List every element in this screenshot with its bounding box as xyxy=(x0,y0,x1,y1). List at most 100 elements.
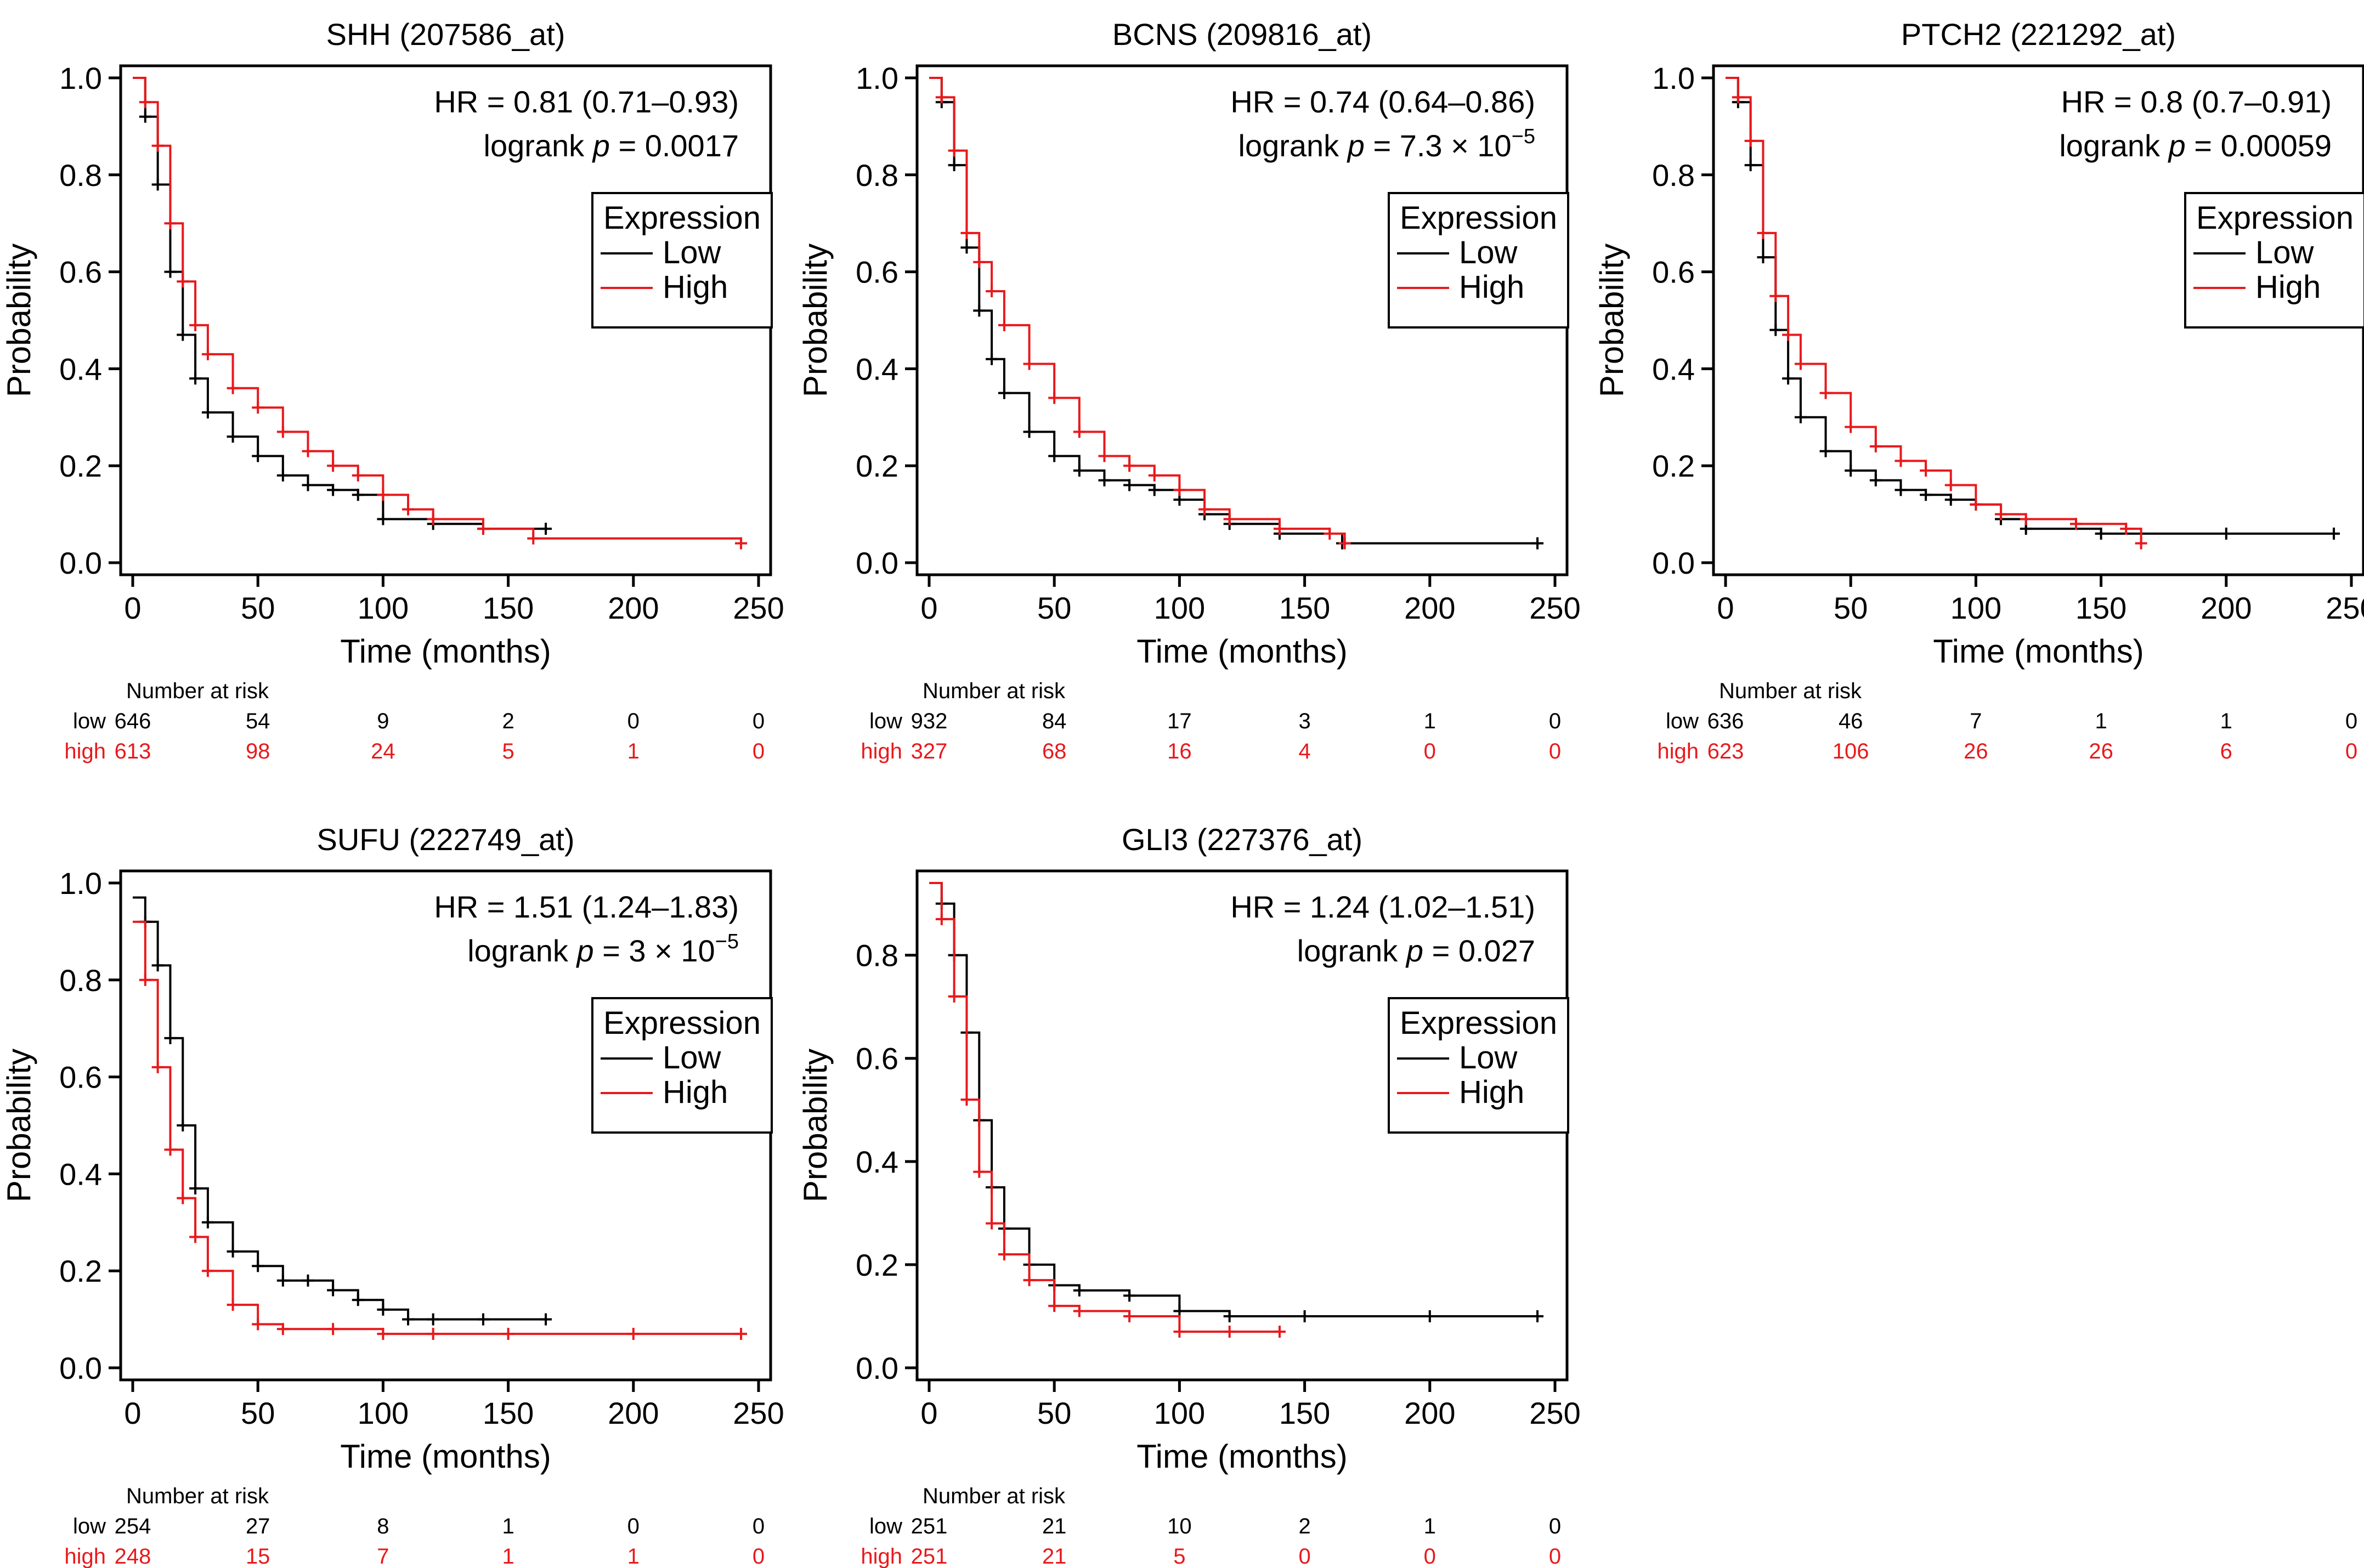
km-panel-4: SUFU (222749_at)0 50 100 150 200 2500.00.20.4… xyxy=(1,822,784,1568)
y-tick-label: 0.4 xyxy=(856,352,898,386)
y-tick-label: 0.8 xyxy=(1652,158,1695,193)
risk-table-header: Number at risk xyxy=(923,679,1066,703)
series-line-low xyxy=(929,882,1538,1317)
hr-text: HR = 1.24 (1.02–1.51) xyxy=(1230,890,1535,924)
censor-mark xyxy=(1894,484,1907,496)
risk-count-high: 1 xyxy=(502,1544,514,1568)
risk-count-high: 15 xyxy=(246,1544,270,1568)
censor-mark xyxy=(2020,513,2032,525)
censor-mark xyxy=(1098,474,1111,486)
censor-mark xyxy=(1023,1274,1036,1287)
censor-mark xyxy=(1073,465,1085,477)
censor-mark xyxy=(1869,474,1882,486)
x-tick-label: 200 xyxy=(1404,591,1455,625)
censor-mark xyxy=(986,285,998,297)
censor-mark xyxy=(1782,329,1795,341)
censor-mark xyxy=(189,319,202,331)
risk-count-low: 0 xyxy=(627,709,640,733)
censor-mark xyxy=(227,1299,239,1311)
y-tick-label: 0.6 xyxy=(1652,255,1695,290)
km-panel-2: BCNS (209816_at)0 50 100 150 200 2500.00.20.4… xyxy=(797,17,1581,763)
risk-row-label-low: low xyxy=(1666,709,1699,733)
y-axis-title: Probability xyxy=(797,244,834,397)
y-tick-label: 0.2 xyxy=(1652,449,1695,483)
risk-count-high: 5 xyxy=(502,739,514,763)
logrank-label: logrank xyxy=(1238,128,1348,163)
censor-mark xyxy=(477,1313,489,1326)
censor-mark xyxy=(201,1265,214,1277)
p-value: = 3 × 10 xyxy=(594,933,715,968)
panel-title: PTCH2 (221292_at) xyxy=(1901,17,2176,52)
y-tick-label: 0.8 xyxy=(856,158,898,193)
censor-mark xyxy=(377,489,389,501)
risk-table: Number at risk low high 646 613 54 98 9 24 2 5 0 1 0 0 xyxy=(64,679,765,763)
x-tick-label: 100 xyxy=(1950,591,2001,625)
censor-mark xyxy=(1198,503,1211,516)
legend-label-high: High xyxy=(1459,1074,1524,1110)
series-high xyxy=(133,77,748,550)
censor-mark xyxy=(1757,227,1769,239)
censor-mark xyxy=(1769,290,1782,302)
x-tick-label: 50 xyxy=(241,591,275,625)
legend-box xyxy=(1388,192,1569,329)
censor-mark xyxy=(1920,465,1932,477)
censor-mark xyxy=(998,387,1010,399)
legend-title: Expression xyxy=(603,200,761,236)
x-tick-label: 250 xyxy=(1529,1396,1580,1430)
x-axis-title: Time (months) xyxy=(340,633,551,670)
censor-mark xyxy=(177,275,189,288)
censor-mark xyxy=(2095,527,2107,540)
x-axis-title: Time (months) xyxy=(1136,1438,1348,1475)
y-tick-label: 0.0 xyxy=(59,1351,102,1385)
x-axis-title: Time (months) xyxy=(1933,633,2144,670)
censor-mark xyxy=(960,227,973,239)
logrank-text: logrank p = 3 × 10−5 xyxy=(467,930,739,968)
p-value: = 0.0017 xyxy=(610,128,739,163)
censor-mark xyxy=(1073,426,1085,438)
risk-count-low: 2 xyxy=(502,709,514,733)
risk-count-high: 4 xyxy=(1298,739,1310,763)
censor-mark xyxy=(960,1093,973,1106)
x-tick-label: 250 xyxy=(733,1396,784,1430)
censor-mark xyxy=(427,1313,439,1326)
legend-box xyxy=(591,192,773,329)
censor-mark xyxy=(735,537,748,550)
x-tick-label: 50 xyxy=(1037,591,1071,625)
censor-mark xyxy=(935,913,948,925)
censor-mark xyxy=(1995,508,2007,520)
censor-mark xyxy=(352,1294,364,1306)
legend-label-high: High xyxy=(1459,269,1524,305)
censor-mark xyxy=(973,304,986,317)
y-tick-label: 0.0 xyxy=(856,1351,898,1385)
legend-label-low: Low xyxy=(663,1040,722,1075)
censor-mark xyxy=(1845,465,1857,477)
censor-mark xyxy=(151,959,164,972)
censor-mark xyxy=(1173,484,1186,496)
risk-table: Number at risk low high 636 623 46 106 7 26 1 26 1 6… xyxy=(1657,679,2357,763)
legend-title: Expression xyxy=(603,1005,761,1041)
risk-count-low: 254 xyxy=(115,1514,151,1538)
hr-text: HR = 0.8 (0.7–0.91) xyxy=(2061,84,2332,119)
censor-mark xyxy=(276,426,289,438)
censor-mark xyxy=(352,489,364,501)
y-axis-title: Probability xyxy=(1,1049,37,1202)
censor-mark xyxy=(177,329,189,341)
censor-mark xyxy=(1223,1310,1236,1322)
risk-row-label-high: high xyxy=(861,1544,902,1568)
x-tick-label: 0 xyxy=(920,591,937,625)
y-tick-label: 0.0 xyxy=(1652,546,1695,580)
censor-mark xyxy=(164,217,177,230)
km-panel-5: GLI3 (227376_at)0 50 100 150 200 2500.00.20.4… xyxy=(797,822,1581,1568)
censor-mark xyxy=(2135,537,2147,550)
censor-mark xyxy=(1123,1289,1136,1302)
risk-count-high: 106 xyxy=(1833,739,1869,763)
series-high xyxy=(133,920,748,1340)
legend-label-low: Low xyxy=(1459,235,1518,270)
censor-mark xyxy=(189,1231,202,1243)
censor-mark xyxy=(377,513,389,525)
censor-mark xyxy=(1048,1300,1061,1312)
risk-count-low: 9 xyxy=(377,709,389,733)
censor-mark xyxy=(164,265,177,278)
censor-mark xyxy=(139,110,151,123)
